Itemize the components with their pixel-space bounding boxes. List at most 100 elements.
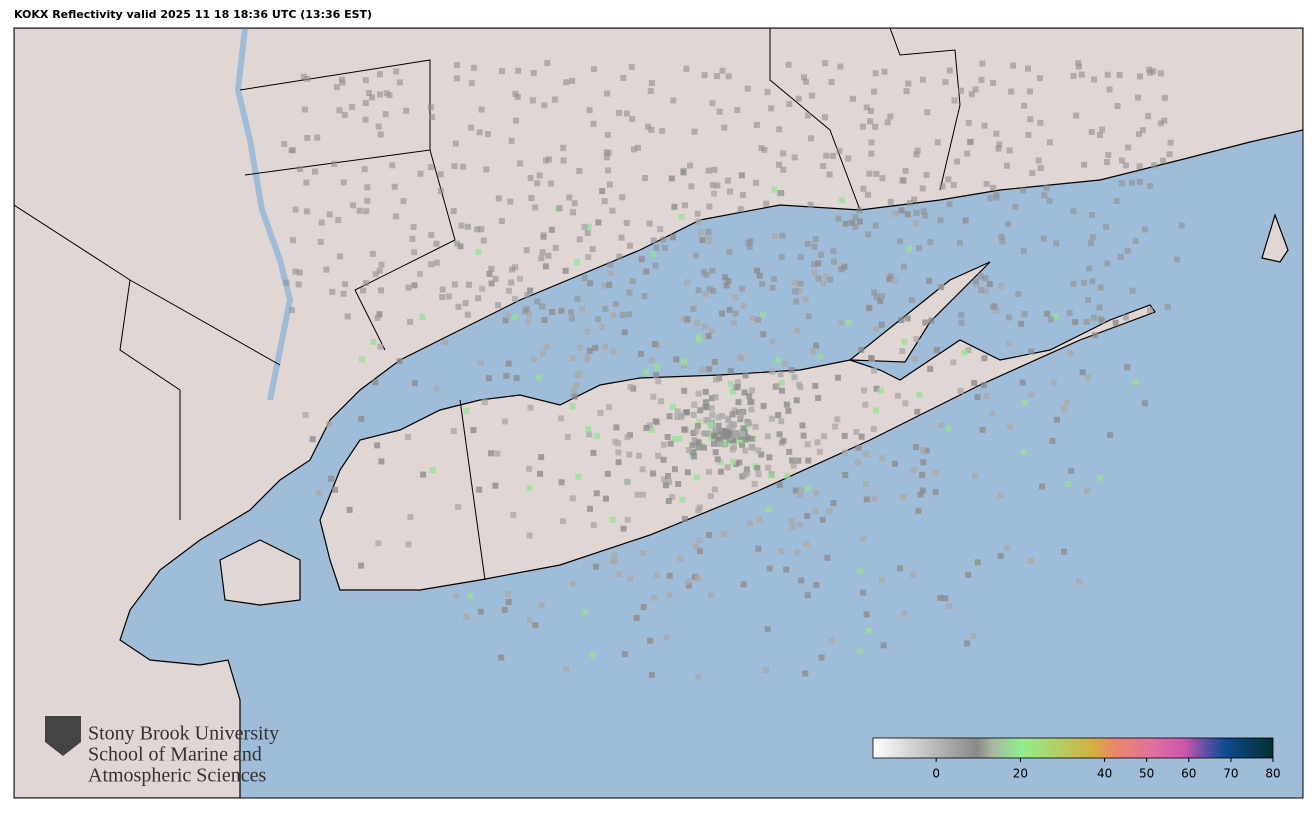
echo [1053, 416, 1060, 423]
echo [804, 513, 811, 520]
echo [369, 250, 376, 257]
echo [865, 627, 872, 634]
echo [711, 166, 718, 173]
echo [792, 279, 799, 286]
echo [804, 441, 811, 448]
echo [433, 259, 440, 266]
echo [727, 368, 734, 375]
echo [1067, 350, 1074, 357]
echo [636, 452, 643, 459]
echo [585, 223, 592, 230]
echo [914, 408, 921, 415]
echo [708, 430, 715, 437]
echo [842, 449, 849, 456]
echo [716, 108, 723, 115]
echo [811, 243, 818, 250]
echo [863, 496, 870, 503]
echo [611, 558, 618, 565]
echo [718, 310, 725, 317]
echo [731, 407, 738, 414]
echo [956, 240, 963, 247]
echo [845, 155, 852, 162]
echo [303, 208, 310, 215]
echo [642, 175, 649, 182]
echo [879, 455, 886, 462]
echo [478, 226, 485, 233]
echo [691, 436, 698, 443]
logo-shield [45, 716, 81, 756]
echo [705, 228, 712, 235]
echo [818, 654, 825, 661]
echo [535, 374, 542, 381]
echo [684, 578, 691, 585]
echo [913, 151, 920, 158]
echo [739, 285, 746, 292]
echo [805, 457, 812, 464]
echo [437, 188, 444, 195]
echo [1087, 240, 1094, 247]
echo [410, 223, 417, 230]
echo [604, 132, 611, 139]
echo [477, 608, 484, 615]
echo [336, 107, 343, 114]
echo [290, 147, 297, 154]
echo [878, 576, 885, 583]
echo [429, 114, 436, 121]
echo [690, 411, 697, 418]
echo [576, 167, 583, 174]
echo [1147, 69, 1154, 76]
echo [1116, 72, 1123, 79]
echo [702, 388, 709, 395]
echo [790, 462, 797, 469]
echo [776, 481, 783, 488]
echo [1006, 147, 1013, 154]
echo [793, 298, 800, 305]
echo [719, 67, 726, 74]
echo [786, 101, 793, 108]
echo [730, 319, 737, 326]
echo [691, 453, 698, 460]
echo [610, 348, 617, 355]
echo [616, 109, 623, 116]
echo [714, 182, 721, 189]
echo [708, 592, 715, 599]
echo [868, 355, 875, 362]
echo [1136, 163, 1143, 170]
echo [685, 582, 692, 589]
echo [534, 180, 541, 187]
echo [1099, 126, 1106, 133]
echo [450, 208, 457, 215]
echo [1028, 391, 1035, 398]
echo [706, 286, 713, 293]
echo [396, 358, 403, 365]
echo [990, 79, 997, 86]
echo [733, 432, 740, 439]
echo [697, 228, 704, 235]
echo [740, 581, 747, 588]
echo [569, 403, 576, 410]
echo [742, 447, 749, 454]
echo [872, 70, 879, 77]
echo [362, 116, 369, 123]
echo [748, 387, 755, 394]
echo [1004, 162, 1011, 169]
echo [640, 604, 647, 611]
echo [488, 450, 495, 457]
echo [570, 387, 577, 394]
echo [811, 269, 818, 276]
echo [922, 319, 929, 326]
echo [1047, 316, 1054, 323]
echo [667, 440, 674, 447]
echo [860, 185, 867, 192]
echo [695, 287, 702, 294]
echo [764, 88, 771, 95]
echo [594, 432, 601, 439]
echo [754, 464, 761, 471]
echo [945, 603, 952, 610]
echo [867, 107, 874, 114]
echo [809, 92, 816, 99]
echo [1097, 316, 1104, 323]
echo [717, 427, 724, 434]
echo [758, 451, 765, 458]
echo [1125, 144, 1132, 151]
